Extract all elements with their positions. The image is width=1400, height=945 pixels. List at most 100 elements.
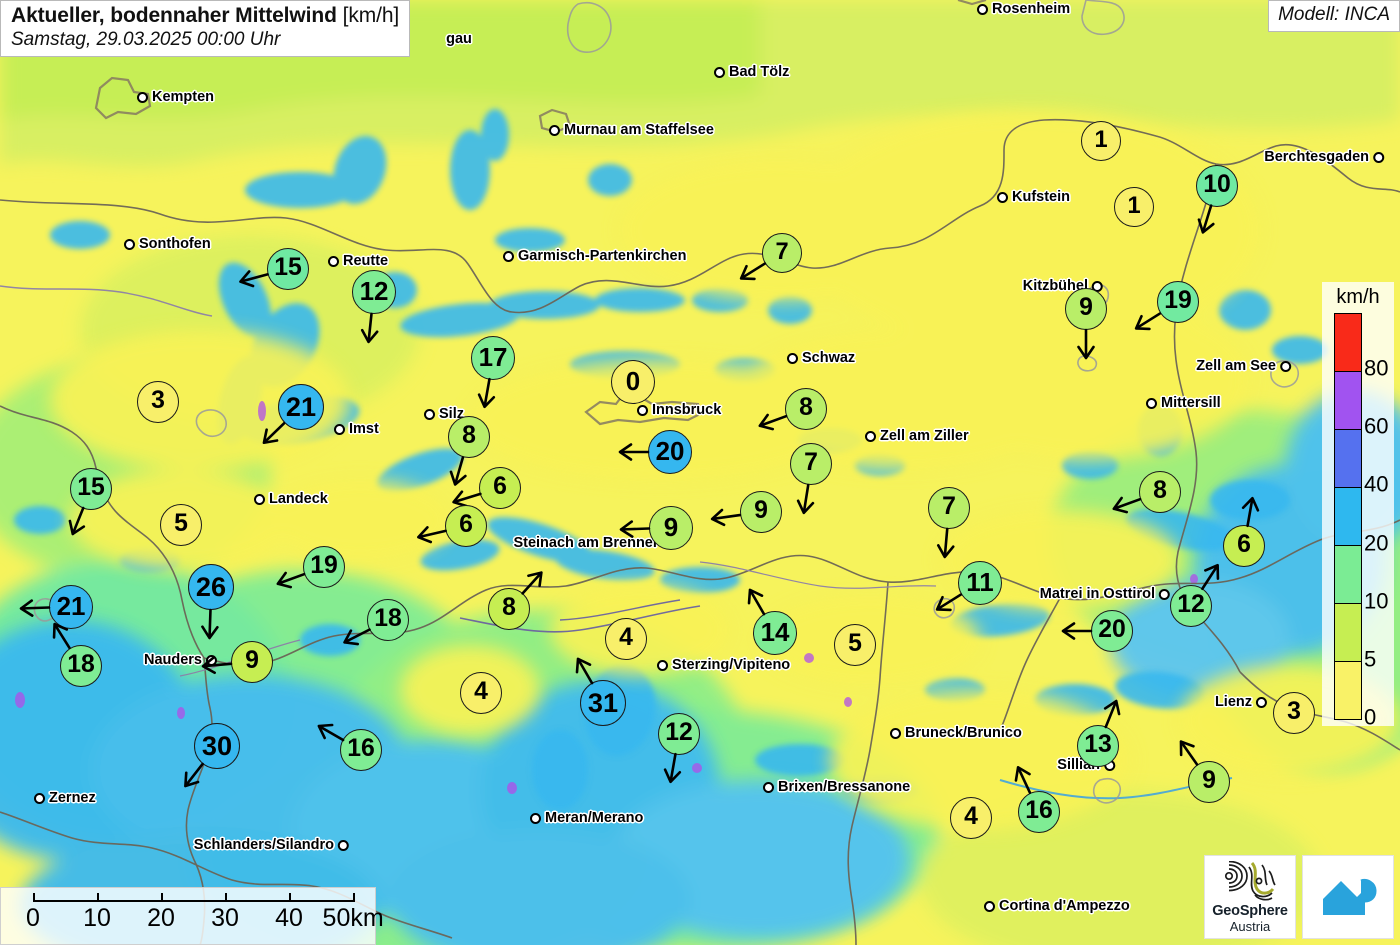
color-legend: km/h 80 60 40 20 10 5 0 [1322, 282, 1394, 729]
wind-station-marker[interactable]: 17 [471, 336, 515, 380]
wind-station-marker[interactable]: 6 [445, 505, 487, 547]
wind-speed-value: 4 [619, 624, 633, 652]
wind-speed-value: 20 [1098, 616, 1126, 644]
wind-station-marker[interactable]: 15 [267, 248, 309, 290]
wind-station-marker[interactable]: 10 [1196, 165, 1238, 207]
wind-station-marker[interactable]: 14 [753, 611, 797, 655]
wind-station-marker[interactable]: 6 [479, 467, 521, 509]
wind-speed-value: 9 [754, 497, 768, 525]
legend-tick-label: 60 [1364, 413, 1389, 439]
wind-speed-value: 5 [174, 510, 188, 538]
wind-station-marker[interactable]: 3 [1273, 692, 1315, 734]
wind-speed-value: 0 [625, 365, 641, 396]
scale-bar: 0 10 20 30 40 50km [0, 887, 384, 945]
legend-tick-label: 10 [1364, 588, 1389, 614]
legend-band [1335, 430, 1361, 488]
wind-station-marker[interactable]: 20 [1091, 610, 1133, 652]
wind-speed-value: 18 [67, 651, 95, 679]
legend-color-strip [1334, 313, 1362, 720]
legend-tick-label: 5 [1364, 646, 1377, 672]
scale-tick [353, 893, 355, 902]
wind-station-marker[interactable]: 7 [928, 487, 970, 529]
legend-band [1335, 488, 1361, 546]
legend-band [1335, 372, 1361, 430]
wind-station-marker[interactable]: 3 [137, 381, 179, 423]
wind-speed-value: 15 [77, 474, 105, 502]
wind-speed-value: 6 [1237, 531, 1251, 559]
wind-station-marker[interactable]: 6 [1223, 525, 1265, 567]
wind-station-marker[interactable]: 9 [1065, 288, 1107, 330]
wind-station-marker[interactable]: 12 [658, 713, 700, 755]
wind-speed-value: 8 [502, 594, 516, 622]
geosphere-logo-line1: GeoSphere [1212, 902, 1288, 919]
zamg-logo [1302, 855, 1394, 939]
legend-tick-label: 0 [1364, 704, 1377, 730]
wind-station-marker[interactable]: 16 [340, 729, 382, 771]
wind-station-marker[interactable]: 12 [1170, 585, 1212, 627]
wind-station-marker[interactable]: 0 [611, 360, 655, 404]
geosphere-austria-logo: GeoSphere Austria [1204, 855, 1296, 939]
legend-band [1335, 314, 1361, 372]
wind-station-marker[interactable]: 4 [950, 797, 992, 839]
scale-tick [97, 893, 99, 902]
wind-station-marker[interactable]: 7 [762, 233, 802, 273]
wind-station-marker[interactable]: 5 [834, 624, 876, 666]
wind-station-marker[interactable]: 9 [1188, 761, 1230, 803]
logo-group: GeoSphere Austria [1204, 855, 1394, 939]
wind-speed-value: 16 [347, 735, 375, 763]
wind-speed-value: 9 [1202, 767, 1216, 795]
wind-speed-value: 8 [462, 422, 476, 450]
wind-station-marker[interactable]: 30 [194, 723, 240, 769]
geosphere-mark-icon [1224, 860, 1276, 901]
title-main-text: Aktueller, bodennaher Mittelwind [11, 4, 337, 27]
scale-tick [33, 893, 35, 902]
wind-station-marker[interactable]: 18 [60, 645, 102, 687]
legend-unit-label: km/h [1336, 286, 1380, 308]
wind-station-marker[interactable]: 1 [1081, 121, 1121, 161]
wind-station-marker[interactable]: 16 [1018, 791, 1060, 833]
wind-station-marker[interactable]: 19 [1157, 281, 1199, 323]
legend-body: 80 60 40 20 10 5 0 [1322, 313, 1394, 729]
wind-speed-value: 5 [848, 630, 862, 658]
wind-station-marker[interactable]: 20 [648, 430, 692, 474]
wind-station-marker[interactable]: 7 [790, 443, 832, 485]
wind-station-marker[interactable]: 13 [1077, 725, 1119, 767]
wind-station-marker[interactable]: 9 [231, 641, 273, 683]
wind-station-marker[interactable]: 9 [649, 506, 693, 550]
wind-station-marker[interactable]: 8 [1139, 471, 1181, 513]
title-box: Aktueller, bodennaher Mittelwind [km/h] … [0, 0, 411, 57]
wind-speed-value: 1 [1094, 126, 1108, 153]
wind-station-marker[interactable]: 21 [278, 384, 324, 430]
wind-station-marker[interactable]: 26 [188, 564, 234, 610]
wind-station-marker[interactable]: 31 [580, 680, 626, 726]
wind-station-marker[interactable]: 11 [958, 561, 1002, 605]
wind-station-marker[interactable]: 15 [70, 468, 112, 510]
wind-station-marker[interactable]: 8 [448, 416, 490, 458]
wind-speed-value: 1 [1127, 192, 1141, 219]
scale-label: 20 [147, 904, 175, 932]
legend-tick-label: 20 [1364, 529, 1389, 555]
wind-station-marker[interactable]: 4 [605, 618, 647, 660]
wind-speed-value: 9 [1079, 294, 1093, 322]
wind-station-marker[interactable]: 5 [160, 504, 202, 546]
wind-station-marker[interactable]: 18 [367, 599, 409, 641]
legend-tick-label: 40 [1364, 471, 1389, 497]
wind-station-marker[interactable]: 12 [352, 270, 396, 314]
wind-station-marker[interactable]: 4 [460, 672, 502, 714]
wind-speed-value: 11 [966, 566, 994, 597]
wind-station-marker[interactable]: 21 [49, 585, 93, 629]
scale-label: 30 [211, 904, 239, 932]
wind-speed-value: 15 [274, 254, 302, 282]
wind-station-marker[interactable]: 9 [740, 491, 782, 533]
wind-speed-value: 30 [201, 729, 233, 761]
wind-station-marker[interactable]: 19 [303, 546, 345, 588]
wind-station-marker[interactable]: 1 [1114, 187, 1154, 227]
scale-bar-line [33, 893, 355, 902]
wind-speed-value: 10 [1203, 171, 1231, 199]
wind-station-marker[interactable]: 8 [488, 588, 530, 630]
model-label: Modell: INCA [1268, 0, 1400, 32]
wind-speed-value: 6 [459, 511, 473, 539]
wind-station-marker[interactable]: 8 [785, 388, 827, 430]
